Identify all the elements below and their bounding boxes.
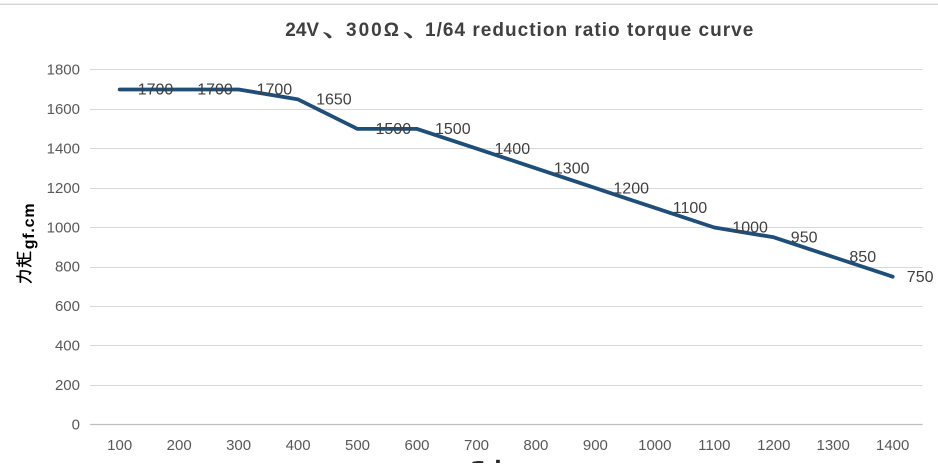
svg-text:1400: 1400 — [876, 437, 909, 454]
svg-text:1500: 1500 — [435, 121, 471, 138]
svg-text:24V: 24V — [285, 20, 319, 41]
svg-text:600: 600 — [404, 437, 429, 454]
svg-text:200: 200 — [167, 437, 192, 454]
svg-text:1500: 1500 — [376, 121, 412, 138]
svg-text:1700: 1700 — [197, 82, 233, 99]
svg-text:1100: 1100 — [673, 200, 708, 217]
svg-text:1000: 1000 — [638, 437, 671, 454]
svg-text:1300: 1300 — [554, 161, 590, 178]
svg-text:950: 950 — [791, 230, 818, 247]
svg-text:800: 800 — [55, 259, 80, 276]
svg-text:700: 700 — [464, 437, 489, 454]
svg-text:1700: 1700 — [257, 82, 293, 99]
svg-text:900: 900 — [583, 437, 608, 454]
svg-text:1000: 1000 — [47, 219, 80, 236]
svg-text:1700: 1700 — [138, 82, 174, 99]
svg-text:750: 750 — [907, 269, 934, 286]
svg-text:400: 400 — [286, 437, 311, 454]
svg-text:0: 0 — [72, 416, 80, 433]
svg-text:800: 800 — [523, 437, 548, 454]
svg-text:200: 200 — [55, 377, 80, 394]
svg-text:1200: 1200 — [613, 180, 649, 197]
svg-text:850: 850 — [849, 249, 876, 266]
svg-text:300Ω: 300Ω — [346, 20, 401, 41]
svg-text:100: 100 — [107, 437, 132, 454]
svg-text:500: 500 — [345, 437, 370, 454]
svg-text:1400: 1400 — [47, 141, 80, 158]
svg-text:1200: 1200 — [757, 437, 790, 454]
svg-text:1650: 1650 — [316, 92, 352, 109]
svg-text:1100: 1100 — [698, 437, 730, 454]
svg-text:gf.cm: gf.cm — [21, 203, 38, 250]
svg-text:1200: 1200 — [47, 180, 80, 197]
svg-text:400: 400 — [55, 338, 80, 355]
svg-text:1800: 1800 — [47, 62, 80, 79]
svg-text:1400: 1400 — [495, 141, 531, 158]
svg-text:1/64 reduction ratio torque cu: 1/64 reduction ratio torque curve — [425, 20, 754, 41]
svg-text:1000: 1000 — [732, 220, 768, 237]
svg-text:300: 300 — [226, 437, 251, 454]
svg-text:1300: 1300 — [817, 437, 850, 454]
svg-text:600: 600 — [55, 298, 80, 315]
svg-text:1600: 1600 — [47, 101, 80, 118]
